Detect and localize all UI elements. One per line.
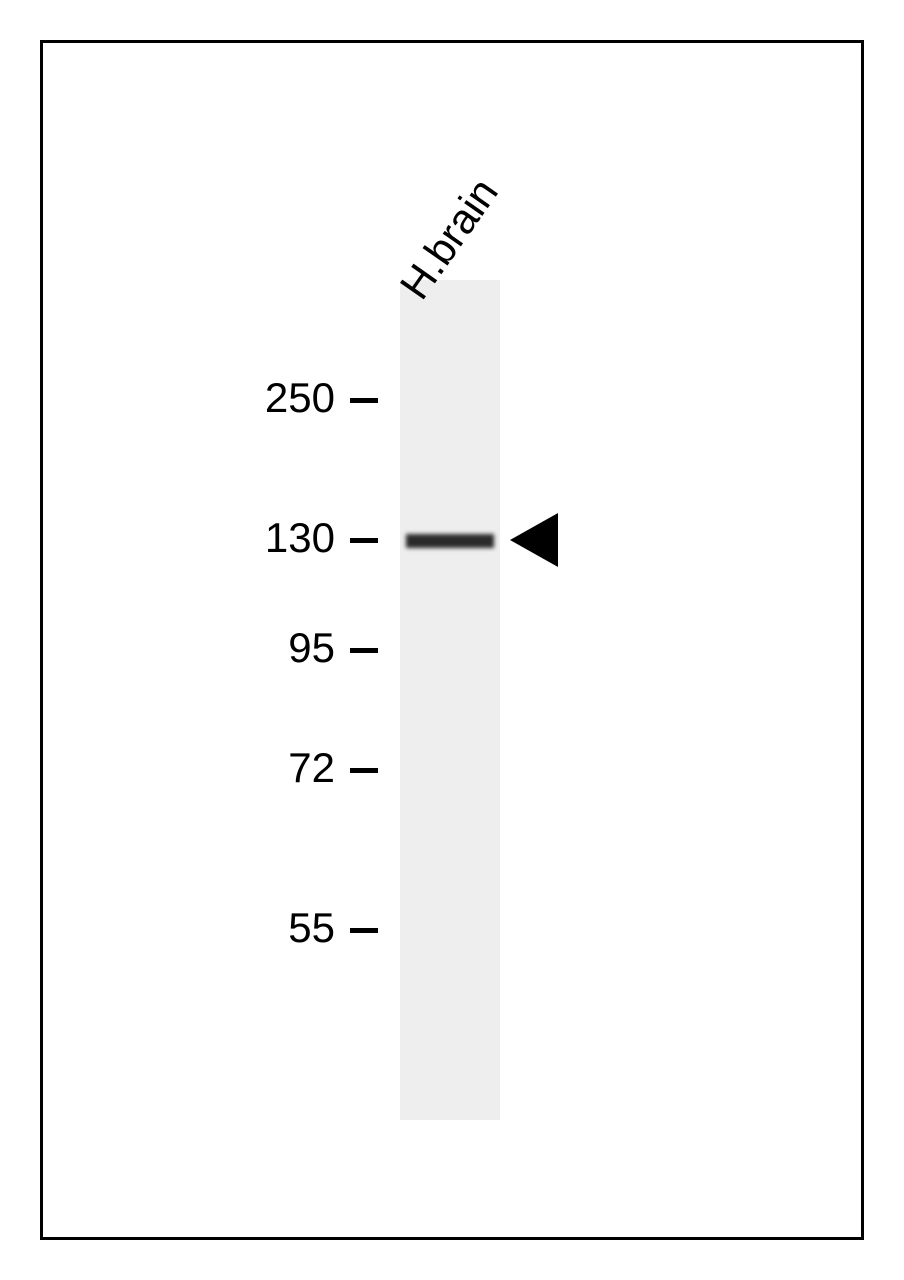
marker-label: 130: [215, 514, 335, 562]
marker-label: 55: [215, 904, 335, 952]
marker-tick: [350, 768, 378, 773]
blot-lane: [400, 280, 500, 1120]
marker-label: 250: [215, 374, 335, 422]
band-indicator-arrow-icon: [510, 513, 558, 567]
marker-label: 72: [215, 744, 335, 792]
marker-tick: [350, 928, 378, 933]
marker-tick: [350, 538, 378, 543]
marker-tick: [350, 648, 378, 653]
marker-tick: [350, 398, 378, 403]
protein-band: [406, 534, 494, 548]
marker-label: 95: [215, 624, 335, 672]
